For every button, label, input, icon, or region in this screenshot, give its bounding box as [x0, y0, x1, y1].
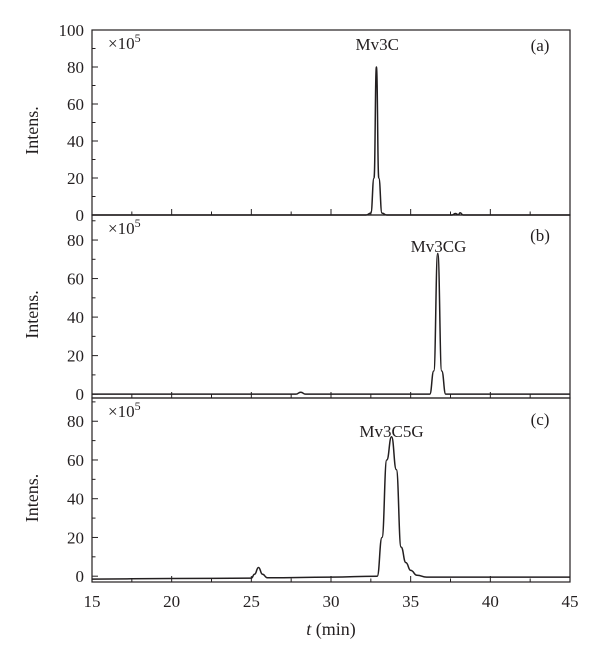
y-tick-label: 80	[67, 412, 84, 431]
x-tick-label: 15	[84, 592, 101, 611]
scale-factor-label: ×105	[108, 216, 141, 238]
scale-base: ×10	[108, 219, 135, 238]
y-tick-label: 20	[67, 347, 84, 366]
scale-exponent: 5	[135, 399, 141, 413]
x-tick-label: 35	[402, 592, 419, 611]
y-tick-label: 60	[67, 270, 84, 289]
y-tick-label: 80	[67, 231, 84, 250]
x-axis-title: t (min)	[306, 619, 356, 640]
chromatogram-trace	[92, 66, 570, 216]
scale-exponent: 5	[135, 216, 141, 230]
plot-frame	[91, 29, 571, 216]
panel-c: 0 20 40 60 80 Intens. ×105 (c) Mv3C5G 15 20 25 30 35 4…	[22, 397, 579, 640]
x-axis-symbol: t	[306, 619, 312, 639]
y-tick-label: 40	[67, 308, 84, 327]
panel-b: 0 20 40 60 80 Intens. ×105 (b) Mv3CG	[22, 214, 571, 404]
x-axis-unit: (min)	[311, 619, 356, 640]
y-axis-title: Intens.	[22, 290, 42, 339]
x-tick-label: 45	[562, 592, 579, 611]
y-tick-label: 80	[67, 58, 84, 77]
scale-base: ×10	[108, 34, 135, 53]
y-tick-label: 40	[67, 132, 84, 151]
y-tick-label: 20	[67, 169, 84, 188]
panel-tag: (a)	[531, 36, 550, 55]
y-axis-title: Intens.	[22, 474, 42, 523]
panel-tag: (c)	[531, 410, 550, 429]
y-tick-label: 20	[67, 528, 84, 547]
x-tick-label: 20	[163, 592, 180, 611]
peak-label: Mv3C5G	[359, 422, 423, 441]
peak-label: Mv3CG	[411, 237, 467, 256]
y-tick-label: 60	[67, 451, 84, 470]
x-tick-label: 40	[482, 592, 499, 611]
panel-tag: (b)	[530, 226, 550, 245]
y-axis-title: Intens.	[22, 106, 42, 155]
y-tick-label: 40	[67, 490, 84, 509]
y-tick-label: 0	[76, 567, 85, 586]
plot-frame	[91, 214, 571, 399]
panel-a: 0 20 40 60 80 100 Intens. ×105 (a) Mv3C	[22, 21, 571, 225]
scale-factor-label: ×105	[108, 31, 141, 53]
chromatogram-trace	[92, 252, 570, 395]
scale-exponent: 5	[135, 31, 141, 45]
y-tick-label: 100	[59, 21, 85, 40]
scale-base: ×10	[108, 402, 135, 421]
scale-factor-label: ×105	[108, 399, 141, 421]
chromatogram-trace	[91, 435, 570, 580]
plot-frame	[91, 397, 571, 583]
y-tick-label: 60	[67, 95, 84, 114]
x-tick-label: 30	[323, 592, 340, 611]
x-tick-label: 25	[243, 592, 260, 611]
peak-label: Mv3C	[355, 35, 398, 54]
y-tick-label: 0	[76, 385, 85, 404]
y-tick-label: 0	[76, 206, 85, 225]
